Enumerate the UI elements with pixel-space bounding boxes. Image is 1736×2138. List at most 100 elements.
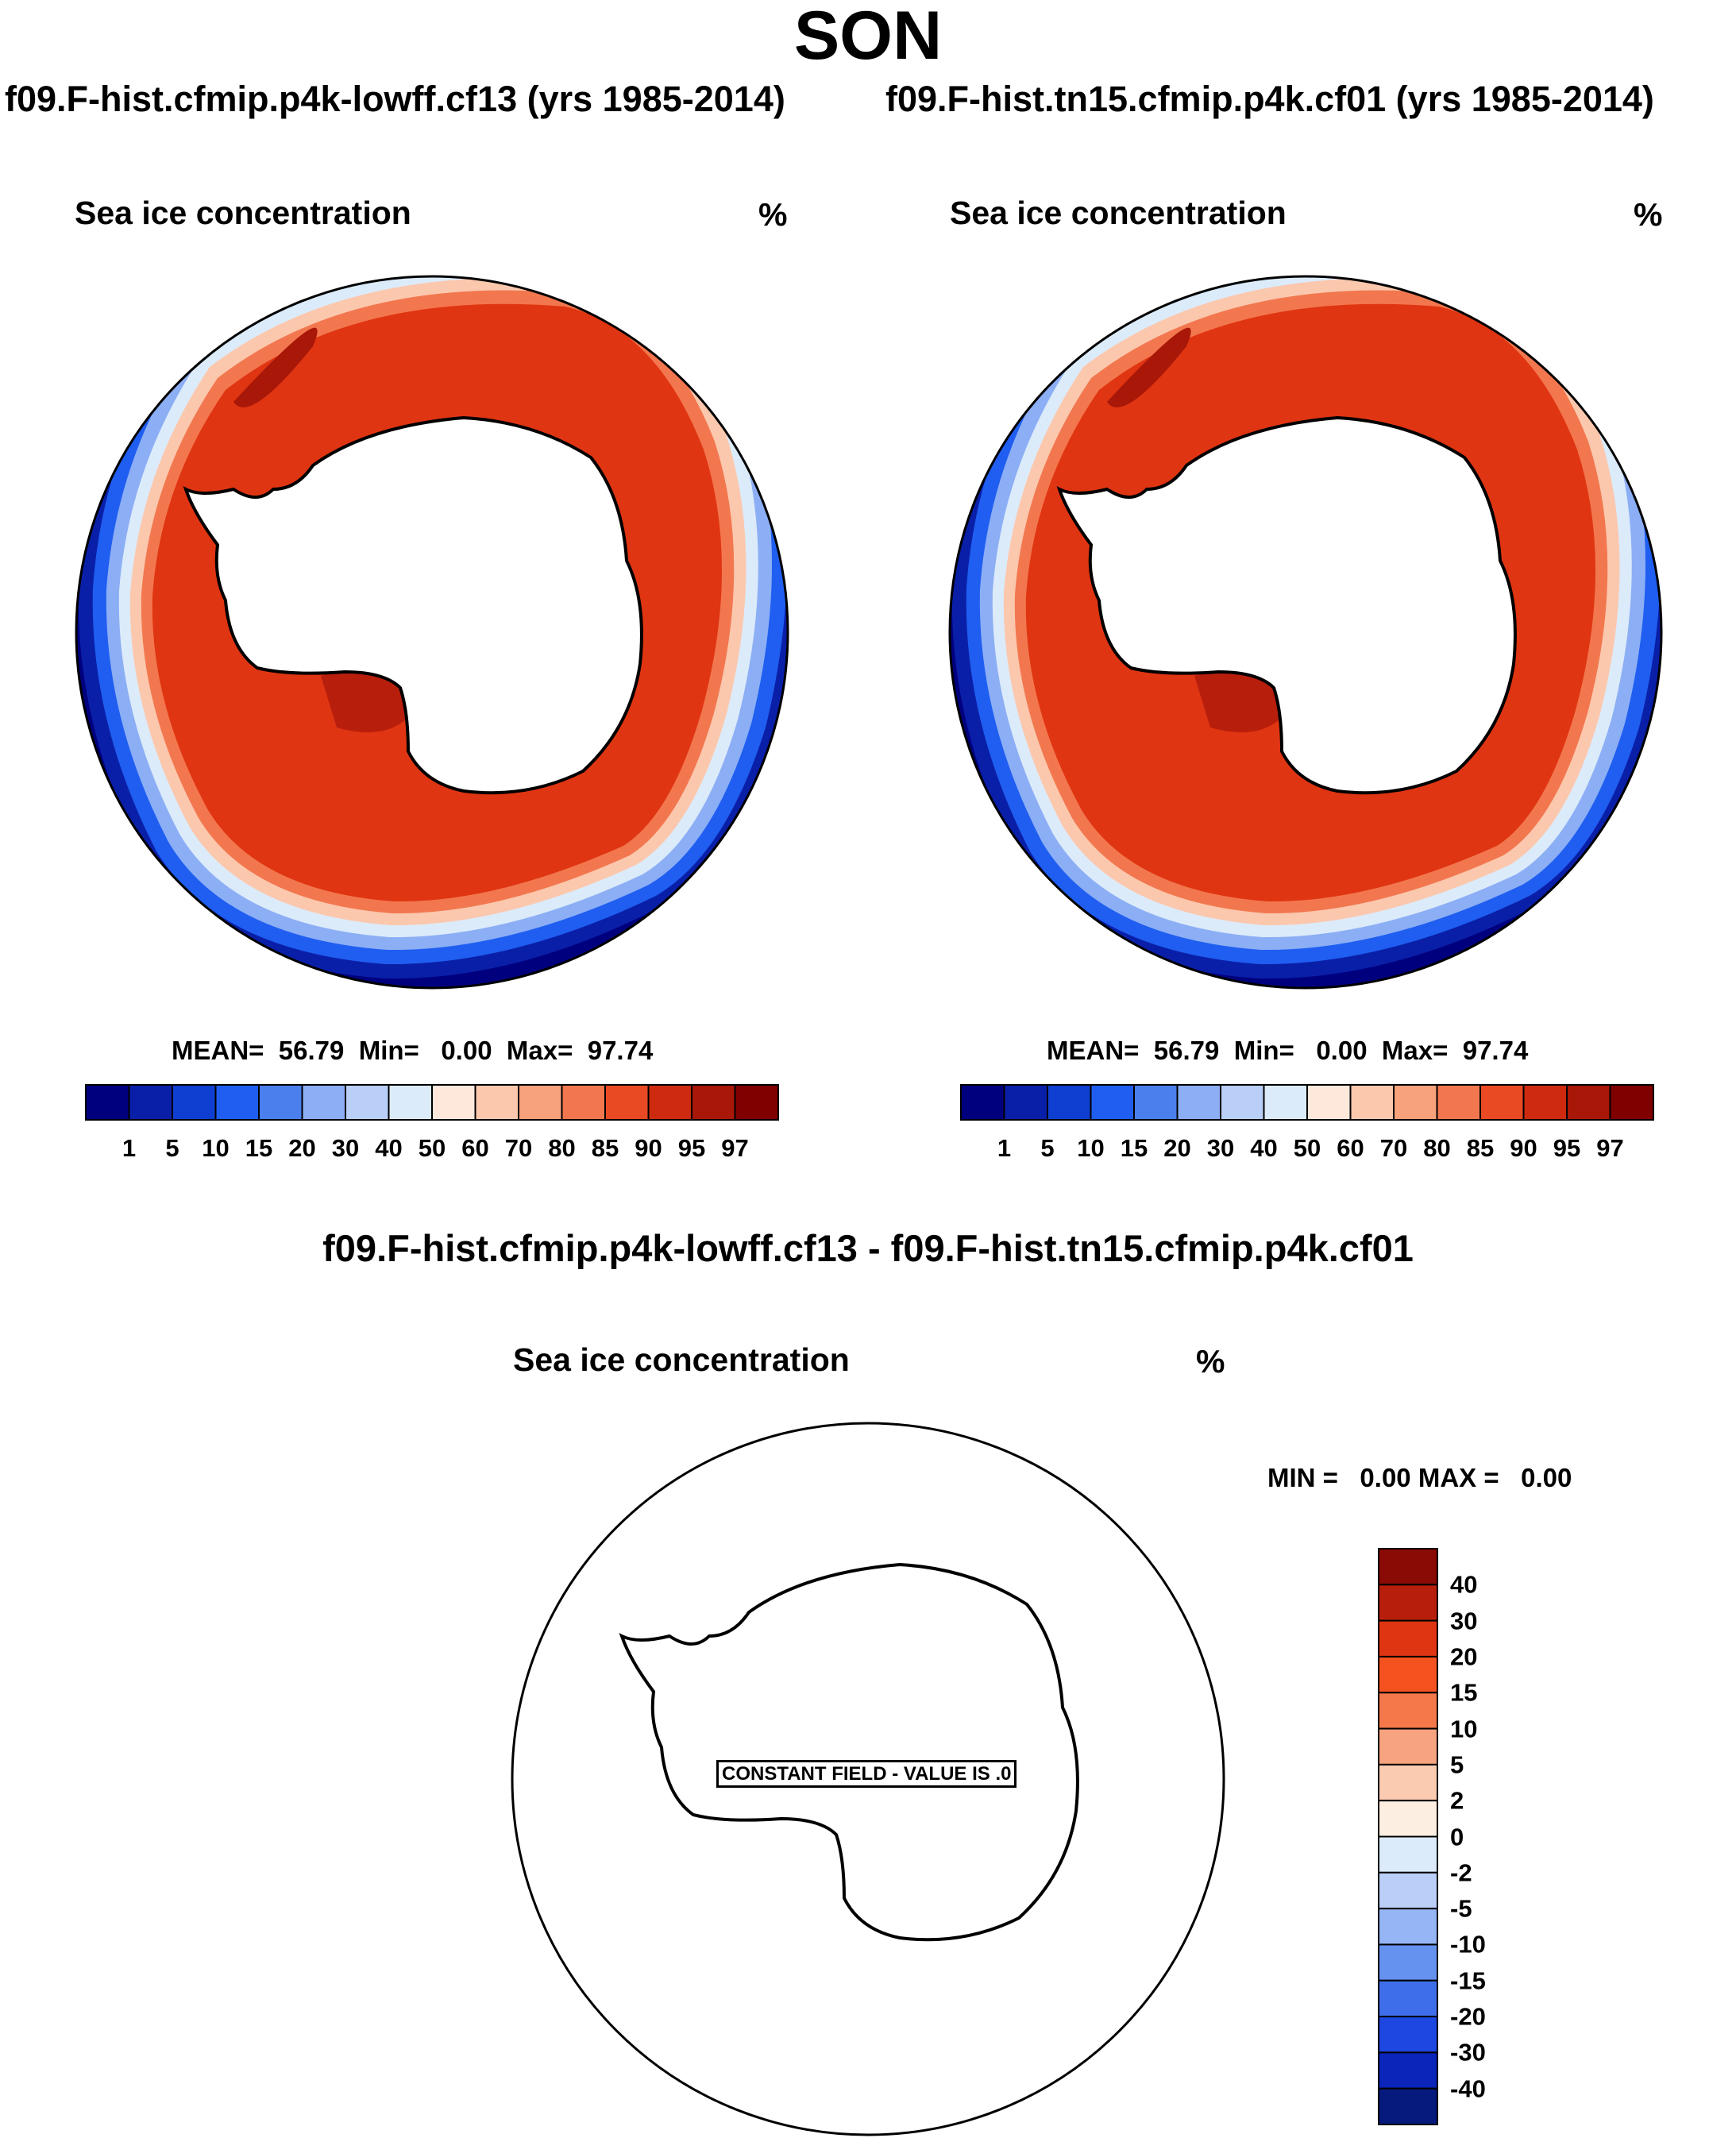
colorbar-tick-label: 60 [461, 1134, 489, 1162]
colorbar-swatch [1090, 1084, 1135, 1121]
left-variable-label: Sea ice concentration [75, 195, 411, 231]
figure-title: SON [793, 0, 943, 74]
diff-minmax: MIN = 0.00 MAX = 0.00 [1267, 1463, 1572, 1492]
right-map-field [950, 276, 1661, 988]
diff-colorbar [1378, 1548, 1438, 2125]
colorbar-tick-label: 50 [418, 1134, 446, 1162]
colorbar-tick-label: 15 [245, 1134, 273, 1162]
colorbar-swatch [691, 1084, 736, 1121]
colorbar-swatch [734, 1084, 779, 1121]
colorbar-tick-label: 10 [1077, 1134, 1105, 1162]
colorbar-swatch [1133, 1084, 1179, 1121]
colorbar-tick-label: 20 [1163, 1134, 1191, 1162]
colorbar-tick-label: 50 [1293, 1134, 1321, 1162]
left-stats: MEAN= 56.79 Min= 0.00 Max= 97.74 [172, 1036, 654, 1065]
colorbar-tick-label: 95 [677, 1134, 706, 1162]
right-colorbar [960, 1084, 1654, 1121]
colorbar-swatch [301, 1084, 346, 1121]
colorbar-swatch [172, 1084, 217, 1121]
colorbar-swatch [1393, 1084, 1438, 1121]
colorbar-tick-label: 1 [997, 1134, 1012, 1162]
colorbar-tick-label: -40 [1450, 2074, 1486, 2103]
colorbar-swatch [1378, 1835, 1438, 1874]
colorbar-swatch [1263, 1084, 1308, 1121]
colorbar-swatch [1378, 1727, 1438, 1766]
right-stats: MEAN= 56.79 Min= 0.00 Max= 97.74 [1047, 1036, 1529, 1065]
colorbar-tick-label: 60 [1337, 1134, 1364, 1162]
colorbar-tick-label: 10 [1450, 1715, 1478, 1743]
colorbar-tick-label: 5 [1450, 1750, 1464, 1779]
diff-title: f09.F-hist.cfmip.p4k-lowff.cf13 - f09.F-… [322, 1227, 1414, 1269]
colorbar-swatch [1378, 1584, 1438, 1622]
colorbar-swatch [561, 1084, 606, 1121]
colorbar-tick-label: 97 [1596, 1134, 1624, 1162]
colorbar-swatch [1479, 1084, 1525, 1121]
colorbar-tick-label: 70 [1379, 1134, 1408, 1162]
colorbar-tick-label: 30 [331, 1134, 360, 1162]
colorbar-swatch [1378, 2051, 1438, 2090]
colorbar-tick-label: 15 [1120, 1134, 1148, 1162]
colorbar-tick-label: 40 [1250, 1134, 1278, 1162]
colorbar-tick-label: 20 [288, 1134, 316, 1162]
colorbar-swatch [1047, 1084, 1092, 1121]
colorbar-swatch [518, 1084, 563, 1121]
colorbar-swatch [1378, 1943, 1438, 1982]
colorbar-tick-label: 5 [165, 1134, 179, 1162]
left-case-title: f09.F-hist.cfmip.p4k-lowff.cf13 (yrs 198… [5, 79, 785, 119]
colorbar-tick-label: 30 [1450, 1607, 1478, 1635]
colorbar-tick-label: 80 [1423, 1134, 1451, 1162]
diff-units-label: % [1196, 1343, 1225, 1380]
colorbar-swatch [1378, 1763, 1438, 1802]
diff-variable-label: Sea ice concentration [513, 1341, 850, 1378]
right-map-boundary [948, 275, 1663, 990]
colorbar-tick-label: 15 [1450, 1678, 1478, 1707]
colorbar-swatch [1378, 1979, 1438, 2018]
colorbar-swatch [960, 1084, 1005, 1121]
colorbar-swatch [1378, 1619, 1438, 1658]
colorbar-tick-label: 90 [635, 1134, 662, 1162]
colorbar-tick-label: 2 [1450, 1786, 1464, 1815]
right-variable-label: Sea ice concentration [950, 195, 1287, 231]
colorbar-tick-label: 85 [1466, 1134, 1495, 1162]
colorbar-tick-label: -30 [1450, 2038, 1486, 2067]
colorbar-tick-label: 85 [591, 1134, 619, 1162]
colorbar-swatch [1378, 1908, 1438, 1946]
colorbar-swatch [214, 1084, 260, 1121]
colorbar-tick-label: -5 [1450, 1894, 1472, 1923]
colorbar-swatch [1003, 1084, 1048, 1121]
colorbar-swatch [1436, 1084, 1481, 1121]
colorbar-swatch [1378, 1871, 1438, 1910]
colorbar-swatch [85, 1084, 130, 1121]
colorbar-tick-label: 20 [1450, 1642, 1478, 1671]
colorbar-swatch [1522, 1084, 1568, 1121]
colorbar-swatch [1378, 2016, 1438, 2054]
left-colorbar [85, 1084, 779, 1121]
colorbar-tick-label: 95 [1553, 1134, 1581, 1162]
colorbar-swatch [1378, 1800, 1438, 1838]
right-units-label: % [1634, 196, 1663, 233]
colorbar-tick-label: 10 [202, 1134, 230, 1162]
colorbar-tick-label: 0 [1450, 1823, 1464, 1850]
colorbar-swatch [388, 1084, 433, 1121]
colorbar-tick-label: -10 [1450, 1930, 1486, 1959]
colorbar-tick-label: 30 [1206, 1134, 1235, 1162]
left-map-boundary [75, 275, 789, 990]
colorbar-swatch [604, 1084, 650, 1121]
colorbar-swatch [647, 1084, 692, 1121]
left-map-field [76, 276, 788, 988]
colorbar-swatch [431, 1084, 476, 1121]
colorbar-tick-label: -20 [1450, 2002, 1486, 2031]
colorbar-tick-label: 40 [1450, 1570, 1478, 1599]
diff-map-coastline [619, 1562, 1079, 1942]
colorbar-swatch [1566, 1084, 1611, 1121]
colorbar-tick-label: 90 [1510, 1134, 1537, 1162]
colorbar-swatch [1306, 1084, 1352, 1121]
right-case-title: f09.F-hist.tn15.cfmip.p4k.cf01 (yrs 1985… [885, 79, 1654, 119]
colorbar-swatch [1378, 1548, 1438, 1586]
colorbar-swatch [128, 1084, 173, 1121]
colorbar-tick-label: -2 [1450, 1858, 1472, 1887]
left-units-label: % [758, 196, 788, 233]
colorbar-swatch [345, 1084, 390, 1121]
constant-field-label: CONSTANT FIELD - VALUE IS .0 [716, 1760, 1017, 1788]
